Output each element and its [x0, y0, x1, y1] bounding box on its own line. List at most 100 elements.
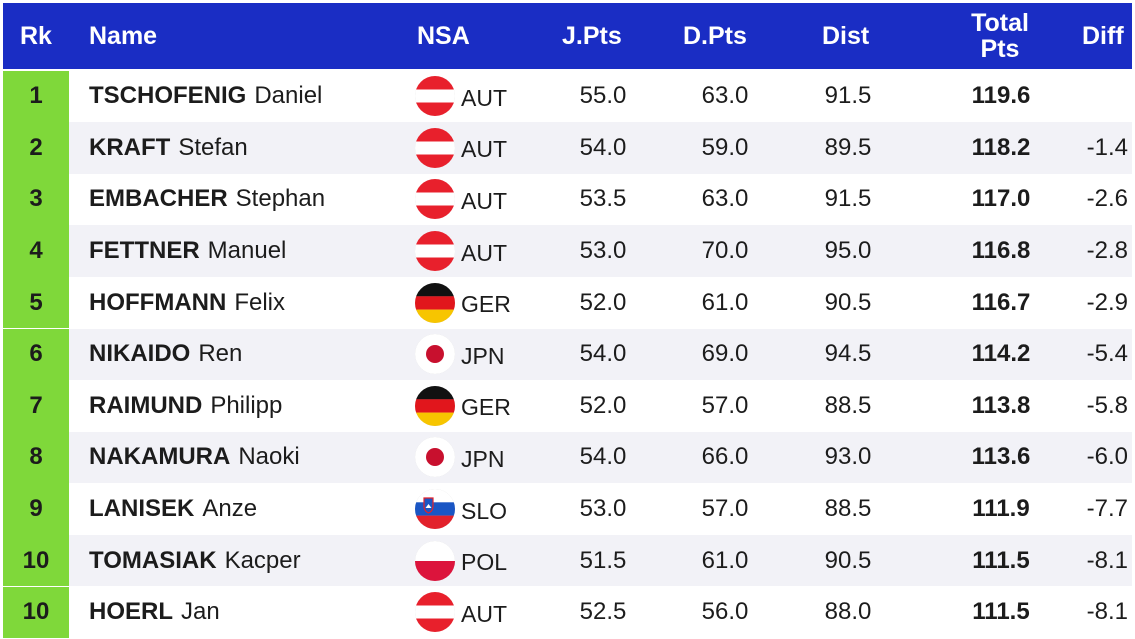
dist-cell: 89.5: [824, 133, 872, 161]
athlete-name[interactable]: TSCHOFENIG Daniel: [89, 71, 322, 123]
diff-cell: -8.1: [1086, 546, 1128, 574]
header-dpts[interactable]: D.Pts: [683, 21, 747, 50]
athlete-first-name: Philipp: [210, 391, 283, 419]
total-cell: 111.5: [972, 598, 1030, 626]
diff-cell: -5.4: [1086, 340, 1128, 368]
athlete-name[interactable]: RAIMUND Philipp: [89, 380, 282, 432]
table-row[interactable]: 2 KRAFT Stefan AUT 54.0 59.0 89.5 118.2 -1.4: [3, 122, 1132, 174]
table-row[interactable]: 6 NIKAIDO Ren JPN 54.0 69.0 94.5 114.2 -5.4: [3, 328, 1132, 381]
nsa-code: AUT: [461, 136, 507, 163]
dpts-cell: 63.0: [701, 82, 749, 110]
austria-flag-icon: [415, 76, 455, 117]
athlete-name[interactable]: HOFFMANN Felix: [89, 277, 285, 329]
header-total[interactable]: Total Pts: [965, 3, 1035, 69]
dpts-cell: 70.0: [701, 237, 749, 265]
nsa-code: POL: [461, 549, 508, 576]
table-row[interactable]: 9 LANISEK Anze SLO 53.0 57.0 88.5 111.9 -7.7: [3, 483, 1132, 535]
dpts-cell: 61.0: [701, 288, 749, 316]
athlete-last-name: HOERL: [89, 598, 173, 626]
athlete-name[interactable]: NIKAIDO Ren: [89, 329, 242, 381]
total-cell: 117.0: [971, 185, 1031, 213]
dist-cell: 94.5: [824, 340, 872, 368]
total-cell: 119.6: [971, 82, 1031, 110]
nsa-cell: SLO: [415, 483, 507, 535]
header-rank[interactable]: Rk: [20, 21, 52, 50]
athlete-name[interactable]: TOMASIAK Kacper: [89, 535, 301, 587]
athlete-name[interactable]: FETTNER Manuel: [89, 225, 286, 277]
nsa-code: GER: [461, 291, 511, 318]
japan-flag-icon: [415, 437, 455, 478]
nsa-cell: GER: [415, 380, 511, 432]
nsa-code: AUT: [461, 239, 507, 266]
athlete-last-name: NAKAMURA: [89, 443, 231, 471]
jpts-cell: 54.0: [579, 133, 627, 161]
header-total-line1: Total: [971, 9, 1029, 37]
header-jpts[interactable]: J.Pts: [562, 21, 622, 50]
dpts-cell: 63.0: [701, 185, 749, 213]
nsa-cell: JPN: [415, 329, 504, 381]
nsa-cell: AUT: [415, 71, 507, 123]
athlete-name[interactable]: LANISEK Anze: [89, 483, 257, 535]
table-row[interactable]: 4 FETTNER Manuel AUT 53.0 70.0 95.0 116.8 -2.8: [3, 225, 1132, 277]
dist-cell: 95.0: [824, 237, 872, 265]
jpts-cell: 54.0: [579, 443, 627, 471]
slovenia-flag-icon: [415, 489, 455, 530]
nsa-code: SLO: [461, 497, 508, 524]
header-dist[interactable]: Dist: [822, 21, 870, 50]
table-row[interactable]: 7 RAIMUND Philipp GER 52.0 57.0 88.5 113.8 -5.8: [3, 380, 1132, 432]
athlete-last-name: TOMASIAK: [89, 546, 217, 574]
diff-cell: -2.9: [1086, 288, 1128, 316]
athlete-first-name: Daniel: [254, 82, 323, 110]
table-row[interactable]: 8 NAKAMURA Naoki JPN 54.0 66.0 93.0 113.6 -6.0: [3, 431, 1132, 484]
rank-cell: 9: [3, 483, 69, 535]
jpts-cell: 51.5: [579, 546, 627, 574]
nsa-cell: POL: [415, 535, 507, 587]
nsa-code: AUT: [461, 187, 507, 214]
dpts-cell: 56.0: [701, 598, 749, 626]
rank-cell: 10: [3, 534, 69, 587]
jpts-cell: 53.0: [579, 495, 627, 523]
table-row[interactable]: 5 HOFFMANN Felix GER 52.0 61.0 90.5 116.7 -2.9: [3, 276, 1132, 329]
jpts-cell: 53.0: [579, 237, 627, 265]
rank-cell: 8: [3, 431, 69, 484]
diff-cell: -8.1: [1086, 598, 1128, 626]
table-row[interactable]: 10 HOERL Jan AUT 52.5 56.0 88.0 111.5 -8.1: [3, 586, 1132, 639]
athlete-first-name: Kacper: [224, 546, 301, 574]
table-row[interactable]: 3 EMBACHER Stephan AUT 53.5 63.0 91.5 117.0 -2.6: [3, 173, 1132, 226]
athlete-first-name: Felix: [234, 288, 285, 316]
dpts-cell: 59.0: [701, 133, 749, 161]
header-nsa[interactable]: NSA: [417, 21, 470, 50]
total-cell: 111.5: [972, 546, 1030, 574]
nsa-code: GER: [461, 394, 511, 421]
dist-cell: 88.0: [824, 598, 872, 626]
dist-cell: 88.5: [824, 495, 872, 523]
jpts-cell: 55.0: [579, 82, 627, 110]
athlete-last-name: KRAFT: [89, 133, 171, 161]
diff-cell: [1043, 71, 1128, 123]
nsa-cell: AUT: [415, 174, 507, 226]
athlete-last-name: TSCHOFENIG: [89, 82, 247, 110]
dpts-cell: 66.0: [701, 443, 749, 471]
nsa-cell: AUT: [415, 587, 507, 639]
athlete-name[interactable]: EMBACHER Stephan: [89, 174, 325, 226]
table-row[interactable]: 10 TOMASIAK Kacper POL 51.5 61.0 90.5 111.5 -8.1: [3, 534, 1132, 587]
athlete-name[interactable]: KRAFT Stefan: [89, 122, 248, 174]
athlete-last-name: NIKAIDO: [89, 340, 191, 368]
diff-cell: -5.8: [1086, 391, 1128, 419]
athlete-name[interactable]: HOERL Jan: [89, 587, 220, 639]
total-cell: 116.7: [971, 288, 1031, 316]
athlete-name[interactable]: NAKAMURA Naoki: [89, 432, 300, 484]
athlete-last-name: HOFFMANN: [89, 288, 227, 316]
athlete-first-name: Anze: [202, 495, 258, 523]
athlete-first-name: Stefan: [178, 133, 248, 161]
header-name[interactable]: Name: [89, 21, 158, 50]
dpts-cell: 69.0: [701, 340, 749, 368]
austria-flag-icon: [415, 179, 455, 220]
dpts-cell: 57.0: [701, 391, 749, 419]
rank-cell: 5: [3, 276, 69, 329]
header-diff[interactable]: Diff: [1082, 21, 1124, 50]
table-row[interactable]: 1 TSCHOFENIG Daniel AUT 55.0 63.0 91.5 119.6: [3, 70, 1132, 123]
rank-cell: 10: [3, 586, 69, 639]
total-cell: 113.6: [971, 443, 1031, 471]
athlete-first-name: Ren: [198, 340, 243, 368]
